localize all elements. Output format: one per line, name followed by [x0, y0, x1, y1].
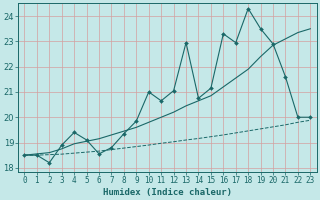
X-axis label: Humidex (Indice chaleur): Humidex (Indice chaleur)	[103, 188, 232, 197]
